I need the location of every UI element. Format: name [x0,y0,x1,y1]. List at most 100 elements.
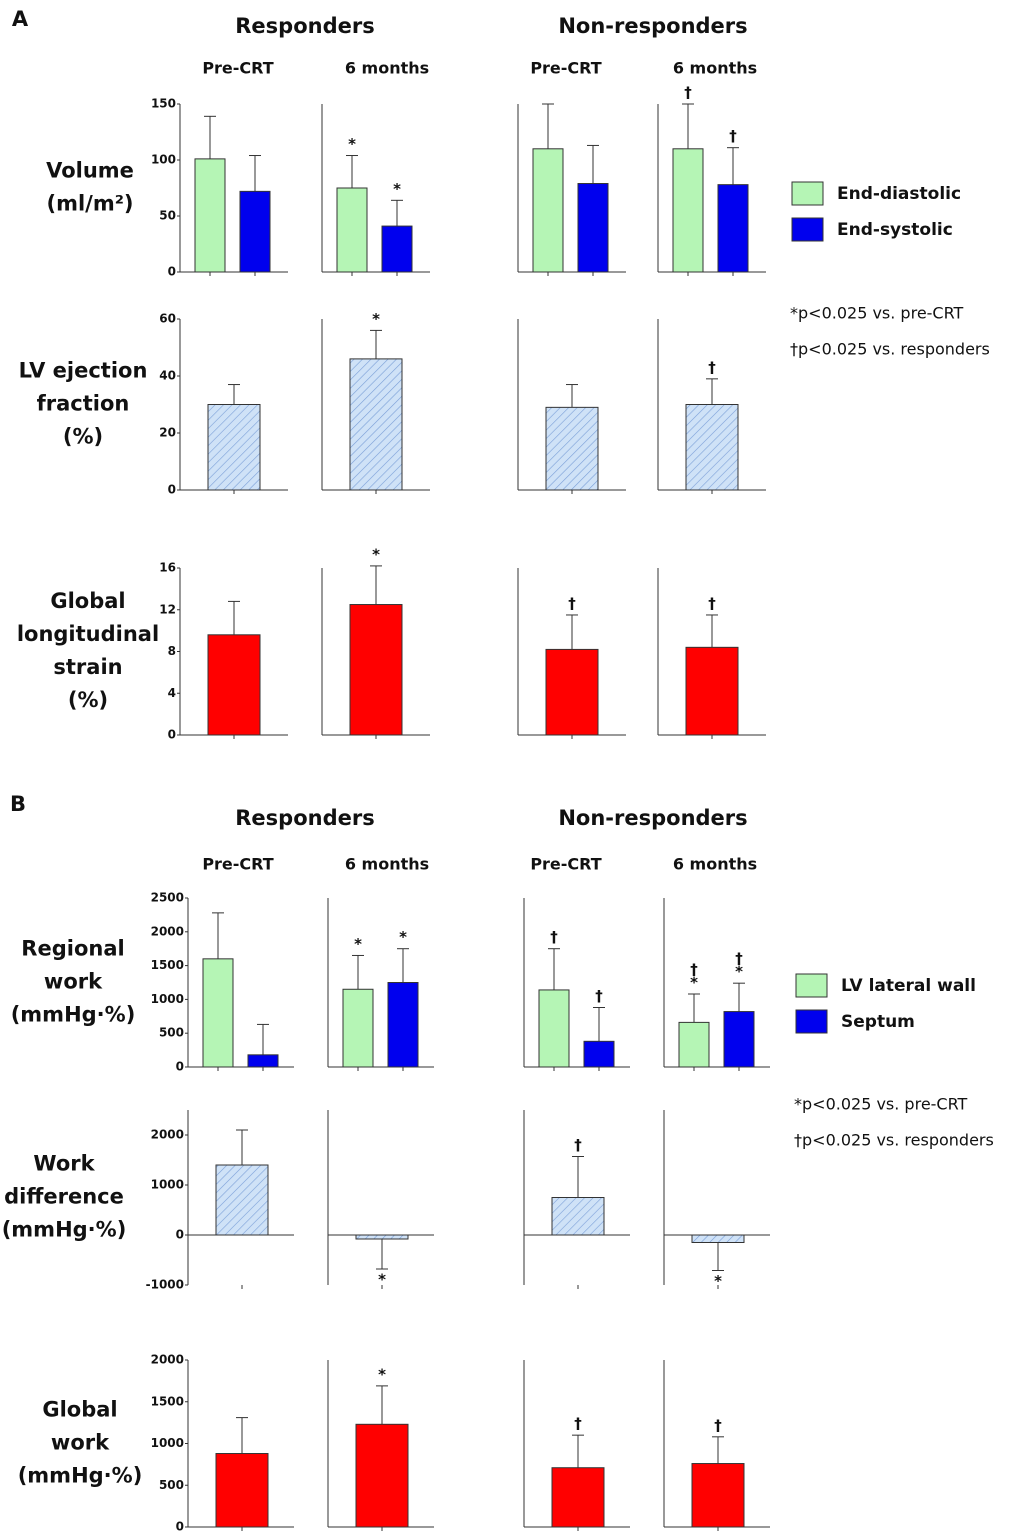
subplot-title: Pre-CRT [530,855,601,874]
significance-mark: † [574,1415,582,1433]
subplot-title: 6 months [345,855,429,874]
bar [538,989,570,1068]
significance-mark: † [714,1416,722,1434]
footnote: *p<0.025 vs. pre-CRT [790,304,964,323]
y-tick-label: 50 [159,209,176,223]
y-axis-label: work [51,1431,110,1455]
bar [349,358,403,491]
y-tick-label: 2000 [151,1353,184,1367]
bar [202,958,234,1068]
y-tick-label: 0 [176,1060,184,1074]
y-axis-label: (mmHg·%) [11,1003,136,1027]
y-tick-label: 60 [159,312,176,326]
bar [194,158,226,273]
significance-mark: † [735,950,743,968]
significance-mark: † [690,960,698,978]
significance-mark: * [393,180,401,198]
y-tick-label: 0 [168,483,176,497]
significance-mark: † [729,127,737,145]
bar [691,1463,745,1528]
bar [215,1164,269,1236]
y-tick-label: 20 [159,426,176,440]
footnote: *p<0.025 vs. pre-CRT [794,1095,968,1114]
significance-mark: * [348,135,356,153]
significance-mark: * [372,310,380,328]
legend-label: Septum [841,1012,915,1032]
y-tick-label: 2000 [151,1128,184,1142]
legend-swatch [791,181,824,206]
footnote: †p<0.025 vs. responders [790,340,990,359]
subplot-title: Pre-CRT [202,855,273,874]
legend-swatch [795,973,828,998]
bar [207,634,261,736]
group-title: Non-responders [558,14,747,38]
bar [678,1021,710,1068]
y-tick-label: 1000 [151,992,184,1006]
legend-label: End-systolic [837,220,953,240]
subplot-title: Pre-CRT [530,59,601,78]
significance-mark: * [399,928,407,946]
y-tick-label: 100 [151,153,176,167]
subplot-title: 6 months [673,59,757,78]
y-tick-label: -1000 [146,1278,184,1292]
bar [207,404,261,491]
group-title: Responders [235,14,374,38]
bar [685,404,739,491]
y-axis-label: difference [4,1185,124,1209]
y-axis-label: Volume [46,159,134,183]
bar [672,148,704,273]
y-axis-label: Global [50,589,125,613]
subplot-title: 6 months [345,59,429,78]
bar [336,187,368,273]
y-axis-label: Regional [21,937,124,961]
y-axis-label: work [44,970,103,994]
y-tick-label: 16 [159,561,176,575]
footnote: †p<0.025 vs. responders [794,1131,994,1150]
significance-mark: * [378,1365,386,1383]
y-tick-label: 2500 [151,891,184,905]
bar [545,406,599,491]
y-axis-label: longitudinal [17,622,159,646]
significance-mark: † [568,594,576,612]
y-tick-label: 1000 [151,1436,184,1450]
significance-mark: † [550,928,558,946]
y-tick-label: 2000 [151,924,184,938]
bar [685,646,739,736]
significance-mark: * [354,935,362,953]
y-tick-label: 1500 [151,1394,184,1408]
significance-mark: † [708,594,716,612]
y-tick-label: 0 [176,1228,184,1242]
bar [551,1197,605,1236]
significance-mark: † [684,84,692,102]
legend-label: End-diastolic [837,184,961,204]
y-tick-label: 8 [168,644,176,658]
y-axis-label: (mmHg·%) [2,1218,127,1242]
y-axis-label: (mmHg·%) [18,1464,143,1488]
significance-mark: † [595,987,603,1005]
y-axis-label: (%) [63,425,103,449]
significance-mark: * [714,1272,722,1290]
bar [215,1453,269,1528]
significance-mark: * [735,963,743,981]
significance-mark: † [574,1136,582,1154]
bar [342,988,374,1068]
bar [239,190,271,273]
subplot-title: Pre-CRT [202,59,273,78]
bar [583,1040,615,1068]
y-axis-label: LV ejection [19,359,148,383]
y-tick-label: 500 [159,1478,184,1492]
y-tick-label: 500 [159,1026,184,1040]
y-tick-label: 0 [176,1520,184,1531]
y-tick-label: 1000 [151,1178,184,1192]
significance-mark: * [378,1271,386,1289]
bar [577,183,609,273]
significance-mark: † [708,358,716,376]
subplot-title: 6 months [673,855,757,874]
y-tick-label: 150 [151,97,176,111]
bar [381,225,413,273]
bar [387,982,419,1068]
y-tick-label: 4 [168,686,176,700]
bar [551,1467,605,1528]
y-tick-label: 0 [168,265,176,279]
